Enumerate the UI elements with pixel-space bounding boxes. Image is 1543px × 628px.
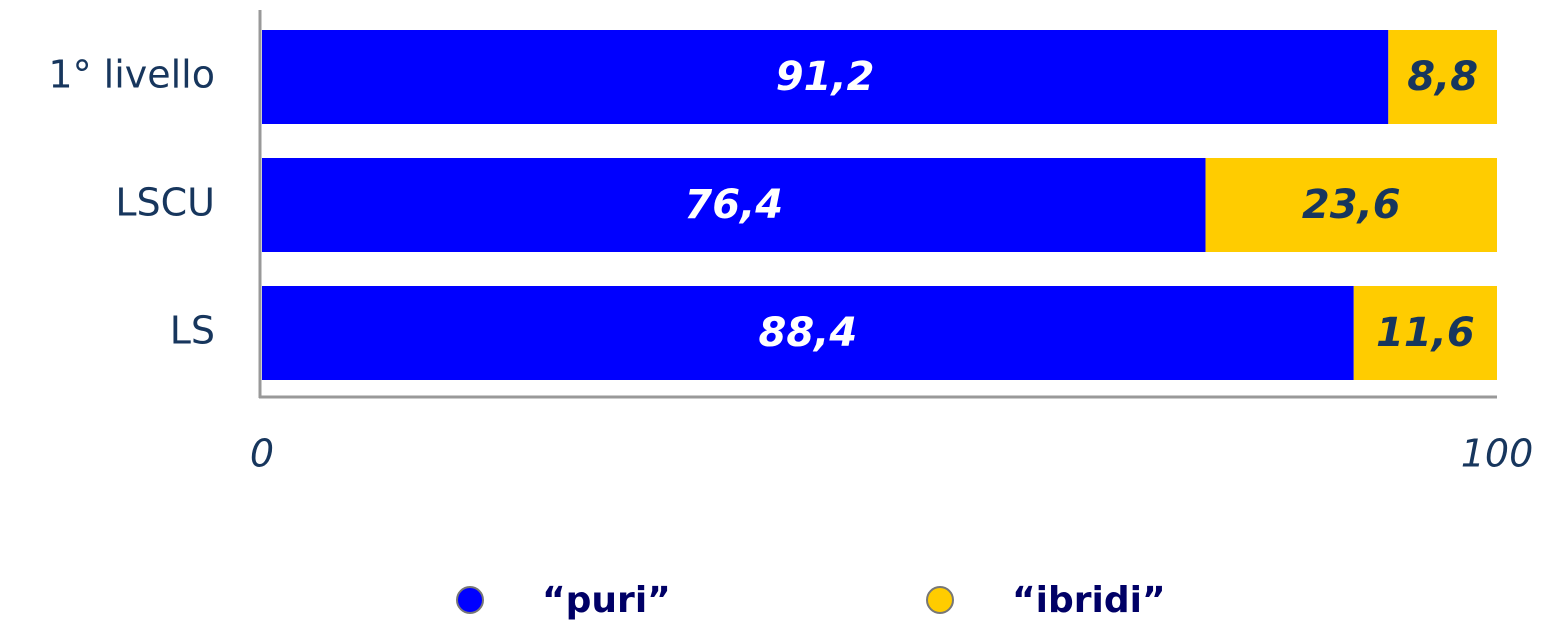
bar-segment xyxy=(1388,30,1497,124)
x-tick-label: 0 xyxy=(250,432,274,476)
data-label: 76,4 xyxy=(684,182,783,228)
bar-segment xyxy=(262,30,1389,124)
legend-label: “puri” xyxy=(542,580,671,621)
y-tick-label: LSCU xyxy=(115,181,215,225)
bar-segment xyxy=(1205,158,1497,252)
legend-marker xyxy=(456,586,484,614)
legend-label: “ibridi” xyxy=(1012,580,1166,621)
data-label: 11,6 xyxy=(1376,310,1475,356)
data-label: 91,2 xyxy=(776,54,875,100)
bar-segment xyxy=(1353,286,1497,380)
x-tick-label: 100 xyxy=(1461,432,1534,476)
legend-marker xyxy=(926,586,954,614)
bar-segment xyxy=(262,286,1354,380)
data-label: 8,8 xyxy=(1407,54,1478,100)
y-tick-label: 1° livello xyxy=(48,53,215,97)
data-label: 88,4 xyxy=(759,310,858,356)
data-label: 23,6 xyxy=(1302,182,1401,228)
bar-segment xyxy=(262,158,1206,252)
y-tick-label: LS xyxy=(170,309,215,353)
